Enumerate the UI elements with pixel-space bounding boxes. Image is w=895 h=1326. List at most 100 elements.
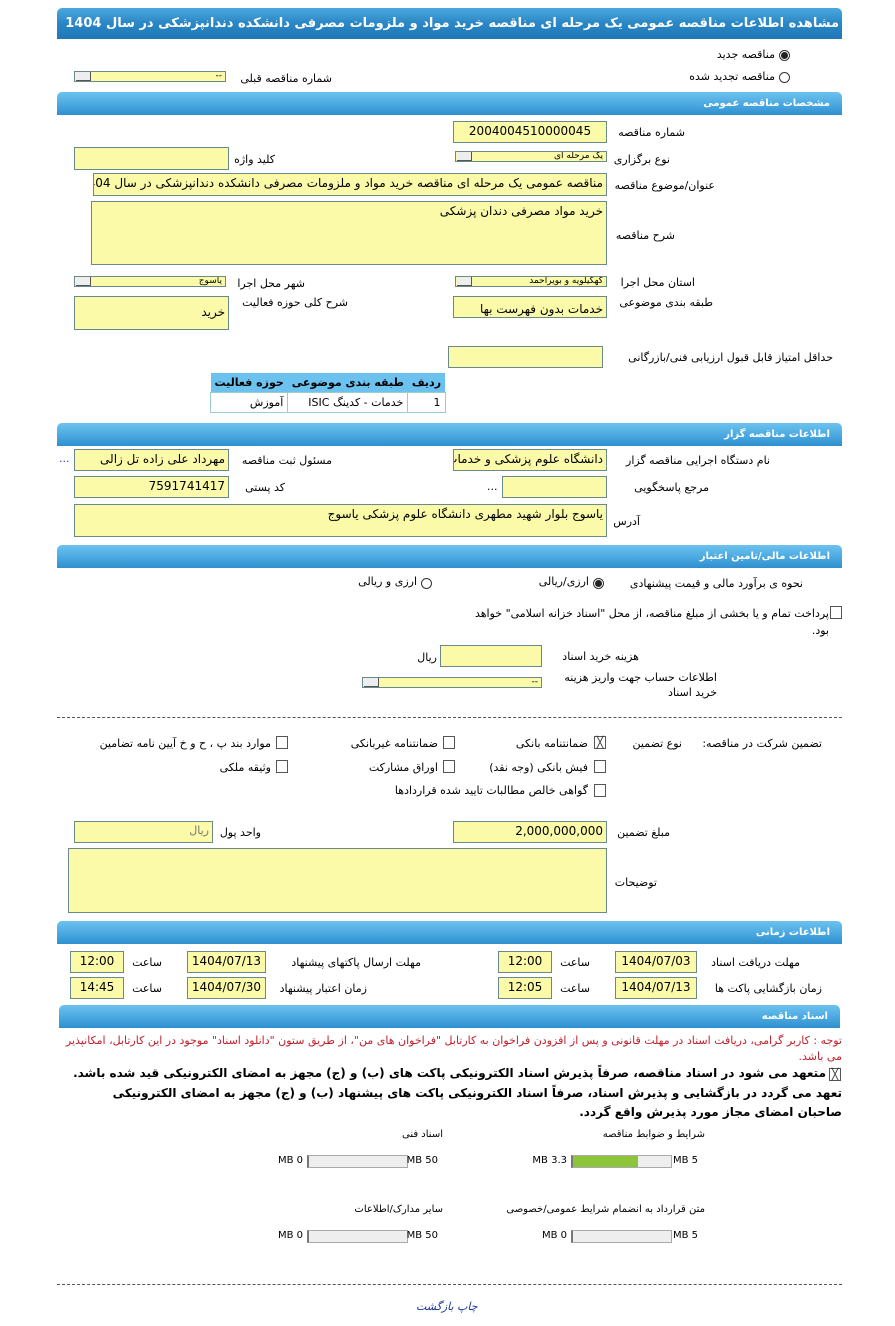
prev-number-label: شماره مناقصه قبلی	[240, 72, 332, 85]
guarantee-amount-field[interactable]: 2,000,000,000	[453, 821, 607, 843]
file-max: 50 MB	[406, 1155, 438, 1166]
estimate-label: نحوه ی برآورد مالی و قیمت پیشنهادی	[629, 577, 803, 590]
file-label: متن قرارداد به انضمام شرایط عمومی/خصوصی	[506, 1204, 705, 1215]
cell: آموزش	[209, 392, 289, 413]
file-used: 0 MB	[277, 1230, 303, 1241]
treasury-checkbox[interactable]	[830, 606, 842, 619]
footer-links: چاپ بازگشت	[416, 1300, 478, 1313]
time-label: ساعت	[132, 982, 162, 995]
divider	[57, 1284, 842, 1285]
guarantee-claims-checkbox[interactable]	[594, 784, 606, 797]
responsible-label: مسئول ثبت مناقصه	[241, 454, 332, 467]
file-max: 5 MB	[672, 1155, 698, 1166]
city-label: شهر محل اجرا	[237, 277, 305, 290]
doc-cost-label: هزینه خرید اسناد	[562, 650, 639, 663]
file-progress-bar	[307, 1230, 408, 1243]
guarantee-type-label: نوع تضمین	[632, 737, 682, 750]
city-select[interactable]: یاسوج	[74, 276, 226, 287]
reference-label: مرجع پاسخگویی	[634, 481, 709, 494]
radio-new-label: مناقصه جدید	[716, 48, 775, 61]
guarantee-regulation-checkbox[interactable]	[276, 736, 288, 749]
guarantee-bank-checkbox[interactable]: ╳	[594, 736, 606, 749]
divider	[57, 717, 842, 718]
col-classification: طبقه بندی موضوعی	[287, 373, 408, 393]
file-progress-bar	[571, 1230, 672, 1243]
min-score-field[interactable]	[448, 346, 603, 368]
subject-field[interactable]: مناقصه عمومی یک مرحله ای مناقصه خرید موا…	[93, 173, 607, 196]
commit1-text: متعهد می شود در اسناد مناقصه، صرفاً پذیر…	[73, 1066, 826, 1080]
open-label: زمان بازگشایی پاکت ها	[714, 982, 822, 995]
file-progress-bar	[571, 1155, 672, 1168]
guarantee-amount-label: مبلغ تضمین	[617, 826, 670, 839]
file-progress-bar	[307, 1155, 408, 1168]
classification-field[interactable]: خدمات بدون فهرست بها	[453, 296, 607, 318]
file-progress-fill	[573, 1156, 638, 1167]
commit-checkbox[interactable]: ╳	[829, 1068, 841, 1081]
radio-rial[interactable]	[593, 578, 604, 589]
account-select[interactable]: --	[362, 677, 542, 688]
validity-label: زمان اعتبار پیشنهاد	[279, 982, 367, 995]
cell: خدمات - کدینگ ISIC	[287, 392, 409, 413]
doc-cost-field[interactable]	[440, 645, 542, 667]
validity-time[interactable]: 14:45	[70, 977, 124, 999]
address-field[interactable]: یاسوج بلوار شهید مطهری دانشگاه علوم پزشک…	[74, 504, 607, 537]
radio-currency-rial[interactable]	[421, 578, 432, 589]
notes-label: توضیحات	[614, 876, 657, 889]
doc-receive-label: مهلت دریافت اسناد	[711, 956, 800, 969]
reference-field[interactable]	[502, 476, 607, 498]
currency-unit-label: واحد پول	[219, 826, 261, 839]
postal-label: کد پستی	[245, 481, 285, 494]
activity-label: شرح کلی حوزه فعالیت	[242, 296, 348, 309]
time-label: ساعت	[560, 982, 590, 995]
org-field[interactable]: دانشگاه علوم پزشکی و خدمات	[453, 449, 607, 471]
responsible-field[interactable]: مهرداد علی زاده تل زالی	[74, 449, 229, 471]
keyword-field[interactable]	[74, 147, 229, 170]
time-label: ساعت	[560, 956, 590, 969]
holding-type-select[interactable]: یک مرحله ای	[455, 151, 607, 162]
guarantee-nonbank-checkbox[interactable]	[443, 736, 455, 749]
file-label: شرایط و ضوابط مناقصه	[602, 1129, 705, 1140]
province-select[interactable]: کهگیلویه و بویراحمد	[455, 276, 607, 287]
send-date[interactable]: 1404/07/13	[187, 951, 266, 973]
cell: 1	[407, 392, 446, 413]
open-date[interactable]: 1404/07/13	[615, 977, 697, 999]
treasury-label: پرداخت تمام و یا بخشی از مبلغ مناقصه، از…	[474, 607, 829, 637]
description-field[interactable]: خرید مواد مصرفی دندان پزشکی	[91, 201, 607, 265]
tender-number-field[interactable]: 2004004510000045	[453, 121, 607, 143]
postal-field[interactable]: 7591741417	[74, 476, 229, 498]
radio-renewed-tender[interactable]	[779, 72, 790, 83]
radio-rial-label: ارزی/ریالی	[538, 575, 589, 588]
section-general: مشخصات مناقصه عمومی	[57, 92, 842, 115]
prev-number-select[interactable]: --	[74, 71, 226, 82]
reference-more-button[interactable]: ...	[487, 480, 498, 493]
guarantee-bonds-checkbox[interactable]	[443, 760, 455, 773]
radio-new-tender[interactable]	[779, 50, 790, 61]
back-link[interactable]: بازگشت	[416, 1300, 454, 1313]
col-activity: حوزه فعالیت	[210, 373, 288, 393]
radio-currency-rial-label: ارزی و ریالی	[358, 575, 417, 588]
guarantee-label: تضمین شرکت در مناقصه:	[702, 737, 822, 750]
send-time[interactable]: 12:00	[70, 951, 124, 973]
responsible-more-link[interactable]: ...	[59, 452, 70, 465]
holding-type-label: نوع برگزاری	[613, 153, 670, 166]
guarantee-option-label: موارد بند پ ، ح و خ آیین نامه تضامین	[99, 737, 271, 750]
address-label: آدرس	[613, 515, 640, 528]
file-used: 0 MB	[277, 1155, 303, 1166]
send-label: مهلت ارسال پاکتهای پیشنهاد	[291, 956, 421, 969]
guarantee-cash-checkbox[interactable]	[594, 760, 606, 773]
province-label: استان محل اجرا	[620, 276, 695, 289]
activity-field[interactable]: خرید	[74, 296, 229, 330]
section-documents: اسناد مناقصه	[59, 1005, 840, 1028]
doc-receive-date[interactable]: 1404/07/03	[615, 951, 697, 973]
validity-date[interactable]: 1404/07/30	[187, 977, 266, 999]
guarantee-property-checkbox[interactable]	[276, 760, 288, 773]
account-label: اطلاعات حساب جهت واریز هزینه خرید اسناد	[564, 671, 717, 699]
classification-label: طبقه بندی موضوعی	[619, 296, 713, 309]
col-row: ردیف	[407, 373, 446, 393]
page-title: مشاهده اطلاعات مناقصه عمومی یک مرحله ای …	[57, 8, 842, 39]
open-time[interactable]: 12:05	[498, 977, 552, 999]
currency-unit-field[interactable]: ریال	[74, 821, 213, 843]
notes-field[interactable]	[68, 848, 607, 913]
print-link[interactable]: چاپ	[457, 1300, 478, 1313]
doc-receive-time[interactable]: 12:00	[498, 951, 552, 973]
